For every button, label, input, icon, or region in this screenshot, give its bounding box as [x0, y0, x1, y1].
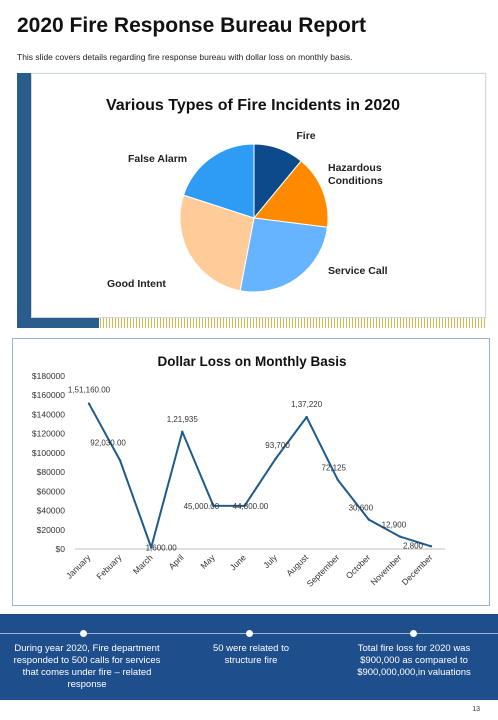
y-tick-label: $160000	[32, 390, 65, 400]
x-tick-label: April	[167, 552, 186, 571]
series-line	[88, 403, 432, 549]
pie-chart-card: Various Types of Fire Incidents in 2020 F…	[31, 73, 486, 318]
data-point	[118, 459, 122, 462]
pie-label: Service Call	[328, 265, 388, 277]
x-tick-label: December	[400, 552, 435, 587]
data-point	[87, 402, 91, 405]
footer-dot-1	[80, 630, 87, 637]
pie-label: Good Intent	[107, 278, 166, 290]
footer-text-3: Total fire loss for 2020 was $900,000 as…	[357, 643, 471, 678]
data-label: 1,37,220	[291, 400, 323, 409]
y-tick-label: $100000	[32, 448, 65, 458]
data-point	[336, 478, 339, 481]
pie-label: Hazardous Conditions	[328, 162, 383, 187]
data-point	[243, 504, 246, 508]
data-label: 45,000.00	[184, 502, 220, 511]
x-tick-label: January	[64, 552, 93, 581]
y-tick-label: $40000	[37, 506, 66, 516]
pie-frame-accent-bottom	[17, 316, 99, 328]
pie-slice-good-intent	[179, 194, 255, 292]
data-point	[181, 430, 184, 434]
data-point	[274, 457, 277, 461]
x-tick-label: August	[284, 552, 310, 578]
footer-band	[0, 614, 498, 700]
pie-frame-accent	[17, 73, 33, 328]
line-chart: Dollar Loss on Monthly Basis $0 $20000 $400…	[32, 354, 445, 589]
data-point	[149, 546, 153, 549]
data-label: 12,900	[382, 521, 407, 530]
decorative-stripes	[100, 318, 486, 328]
footer-text-1: During year 2020, Fire department respon…	[13, 643, 161, 690]
x-tick-label: May	[198, 552, 217, 571]
pie-slice-service-call	[239, 217, 328, 293]
x-tick-label: June	[228, 552, 248, 572]
footer-text-2: 50 were related to structure fire	[212, 643, 290, 666]
data-label: 30,600	[349, 504, 374, 513]
y-tick-label: $120000	[32, 429, 65, 439]
x-tick-label: July	[261, 552, 279, 570]
page-title: 2020 Fire Response Bureau Report	[17, 14, 366, 37]
page-subtitle: This slide covers details regarding fire…	[17, 52, 353, 62]
data-point	[429, 545, 433, 548]
y-tick-label: $0	[56, 544, 66, 554]
data-point	[212, 504, 215, 507]
y-tick-label: $60000	[37, 486, 66, 496]
x-tick-label: Febuary	[94, 552, 124, 582]
line-chart-title: Dollar Loss on Monthly Basis	[157, 354, 346, 369]
data-label: 92,030.00	[90, 439, 126, 448]
y-tick-label: $80000	[37, 467, 66, 477]
pie-slice-false-alarm	[182, 143, 255, 219]
data-label: 1,600.00	[146, 543, 178, 552]
y-tick-label: $140000	[32, 409, 65, 419]
x-tick-label: November	[369, 552, 404, 587]
data-label: 44,800.00	[233, 502, 269, 511]
x-tick-label: September	[305, 552, 342, 589]
data-label: 72,125	[321, 464, 346, 473]
data-label: 1,51,160.00	[68, 386, 111, 395]
data-point	[305, 415, 308, 419]
data-point	[367, 518, 371, 521]
line-chart-card: Dollar Loss on Monthly Basis $0 $20000 $400…	[12, 338, 490, 606]
pie-slice-hazardous-conditions	[253, 160, 329, 228]
y-tick-label: $20000	[37, 525, 66, 535]
y-tick-label: $180000	[32, 371, 65, 381]
page-number: 13	[472, 706, 480, 713]
footer-dot-3	[410, 630, 417, 637]
pie-chart: Various Types of Fire Incidents in 2020 F…	[106, 97, 400, 293]
pie-label: False Alarm	[128, 153, 187, 165]
x-tick-label: March	[131, 552, 155, 576]
data-point	[398, 535, 402, 538]
data-label: 93,700	[265, 441, 290, 450]
pie-label: Fire	[296, 130, 315, 142]
data-label: 1,21,935	[167, 415, 199, 424]
data-label: 2,800	[403, 541, 424, 550]
x-tick-label: October	[344, 552, 373, 581]
pie-chart-title: Various Types of Fire Incidents in 2020	[106, 97, 400, 114]
footer-dot-2	[246, 630, 253, 637]
